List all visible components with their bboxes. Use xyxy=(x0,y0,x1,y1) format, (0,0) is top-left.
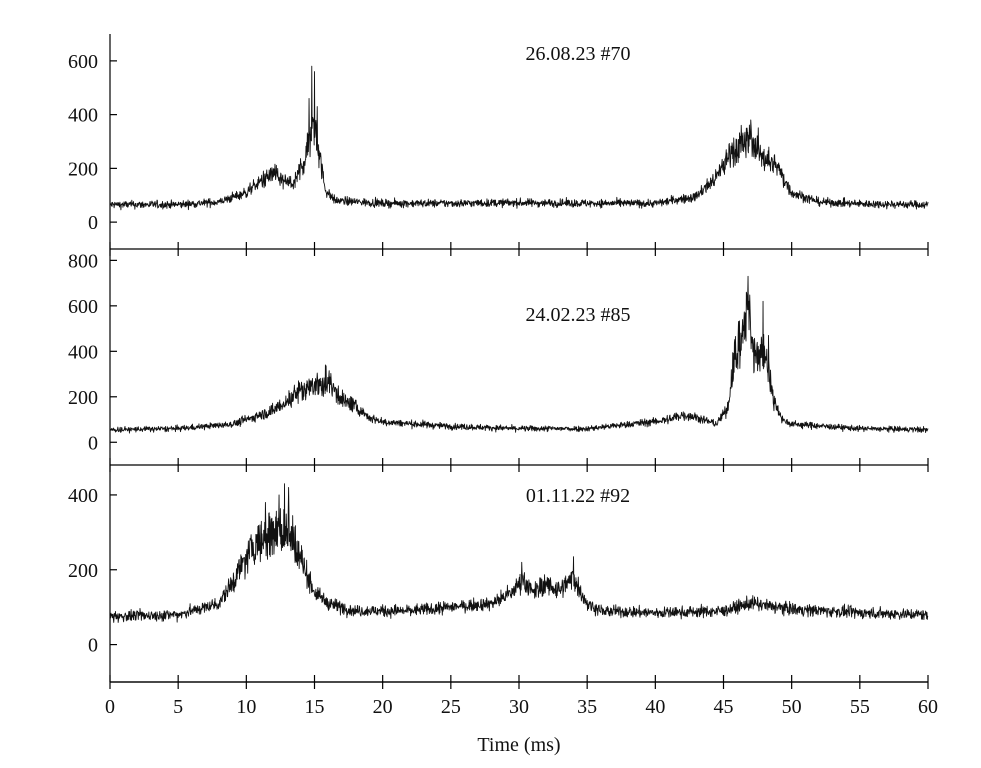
y-tick-label: 600 xyxy=(68,296,98,318)
x-tick-label: 10 xyxy=(236,696,256,718)
x-tick-label: 50 xyxy=(782,696,802,718)
x-tick-label: 45 xyxy=(714,696,734,718)
y-tick-label: 200 xyxy=(68,560,98,582)
x-axis: 0 5 10 15 20 25 30 35 40 45 50 55 60 xyxy=(105,681,938,718)
x-axis-title: Time (ms) xyxy=(477,734,560,756)
x-tick-label: 60 xyxy=(918,696,938,718)
x-tick-label: 15 xyxy=(305,696,325,718)
y-tick-label: 200 xyxy=(68,387,98,409)
y-tick-label: 800 xyxy=(68,250,98,272)
panel-label: 01.11.22 #92 xyxy=(526,485,630,507)
x-tick-label: 30 xyxy=(509,696,529,718)
y-tick-label: 400 xyxy=(68,485,98,507)
y-tick-label: 400 xyxy=(68,105,98,127)
y-tick-label: 600 xyxy=(68,51,98,73)
y-tick-label: 0 xyxy=(88,432,98,454)
x-tick-label: 20 xyxy=(373,696,393,718)
y-tick-label: 400 xyxy=(68,341,98,363)
panel-label: 26.08.23 #70 xyxy=(526,43,631,65)
y-tick-label: 0 xyxy=(88,212,98,234)
panel-label: 24.02.23 #85 xyxy=(526,304,631,326)
y-tick-label: 0 xyxy=(88,635,98,657)
signal-trace xyxy=(109,483,929,623)
signal-trace xyxy=(109,275,929,434)
panels-layer: 0 200 400 600 26.08.23 #70 0 200 400 600 800 24.02… xyxy=(68,34,929,683)
x-tick-label: 25 xyxy=(441,696,461,718)
panel-3: 0 200 400 01.11.22 #92 xyxy=(68,465,929,683)
signal-trace xyxy=(109,65,929,211)
x-tick-label: 55 xyxy=(850,696,870,718)
x-tick-label: 5 xyxy=(173,696,183,718)
panel-2: 0 200 400 600 800 24.02.23 #85 xyxy=(68,249,929,466)
x-tick-label: 0 xyxy=(105,696,115,718)
x-tick-label: 35 xyxy=(577,696,597,718)
panel-1: 0 200 400 600 26.08.23 #70 xyxy=(68,34,929,250)
y-tick-label: 200 xyxy=(68,158,98,180)
x-tick-label: 40 xyxy=(645,696,665,718)
